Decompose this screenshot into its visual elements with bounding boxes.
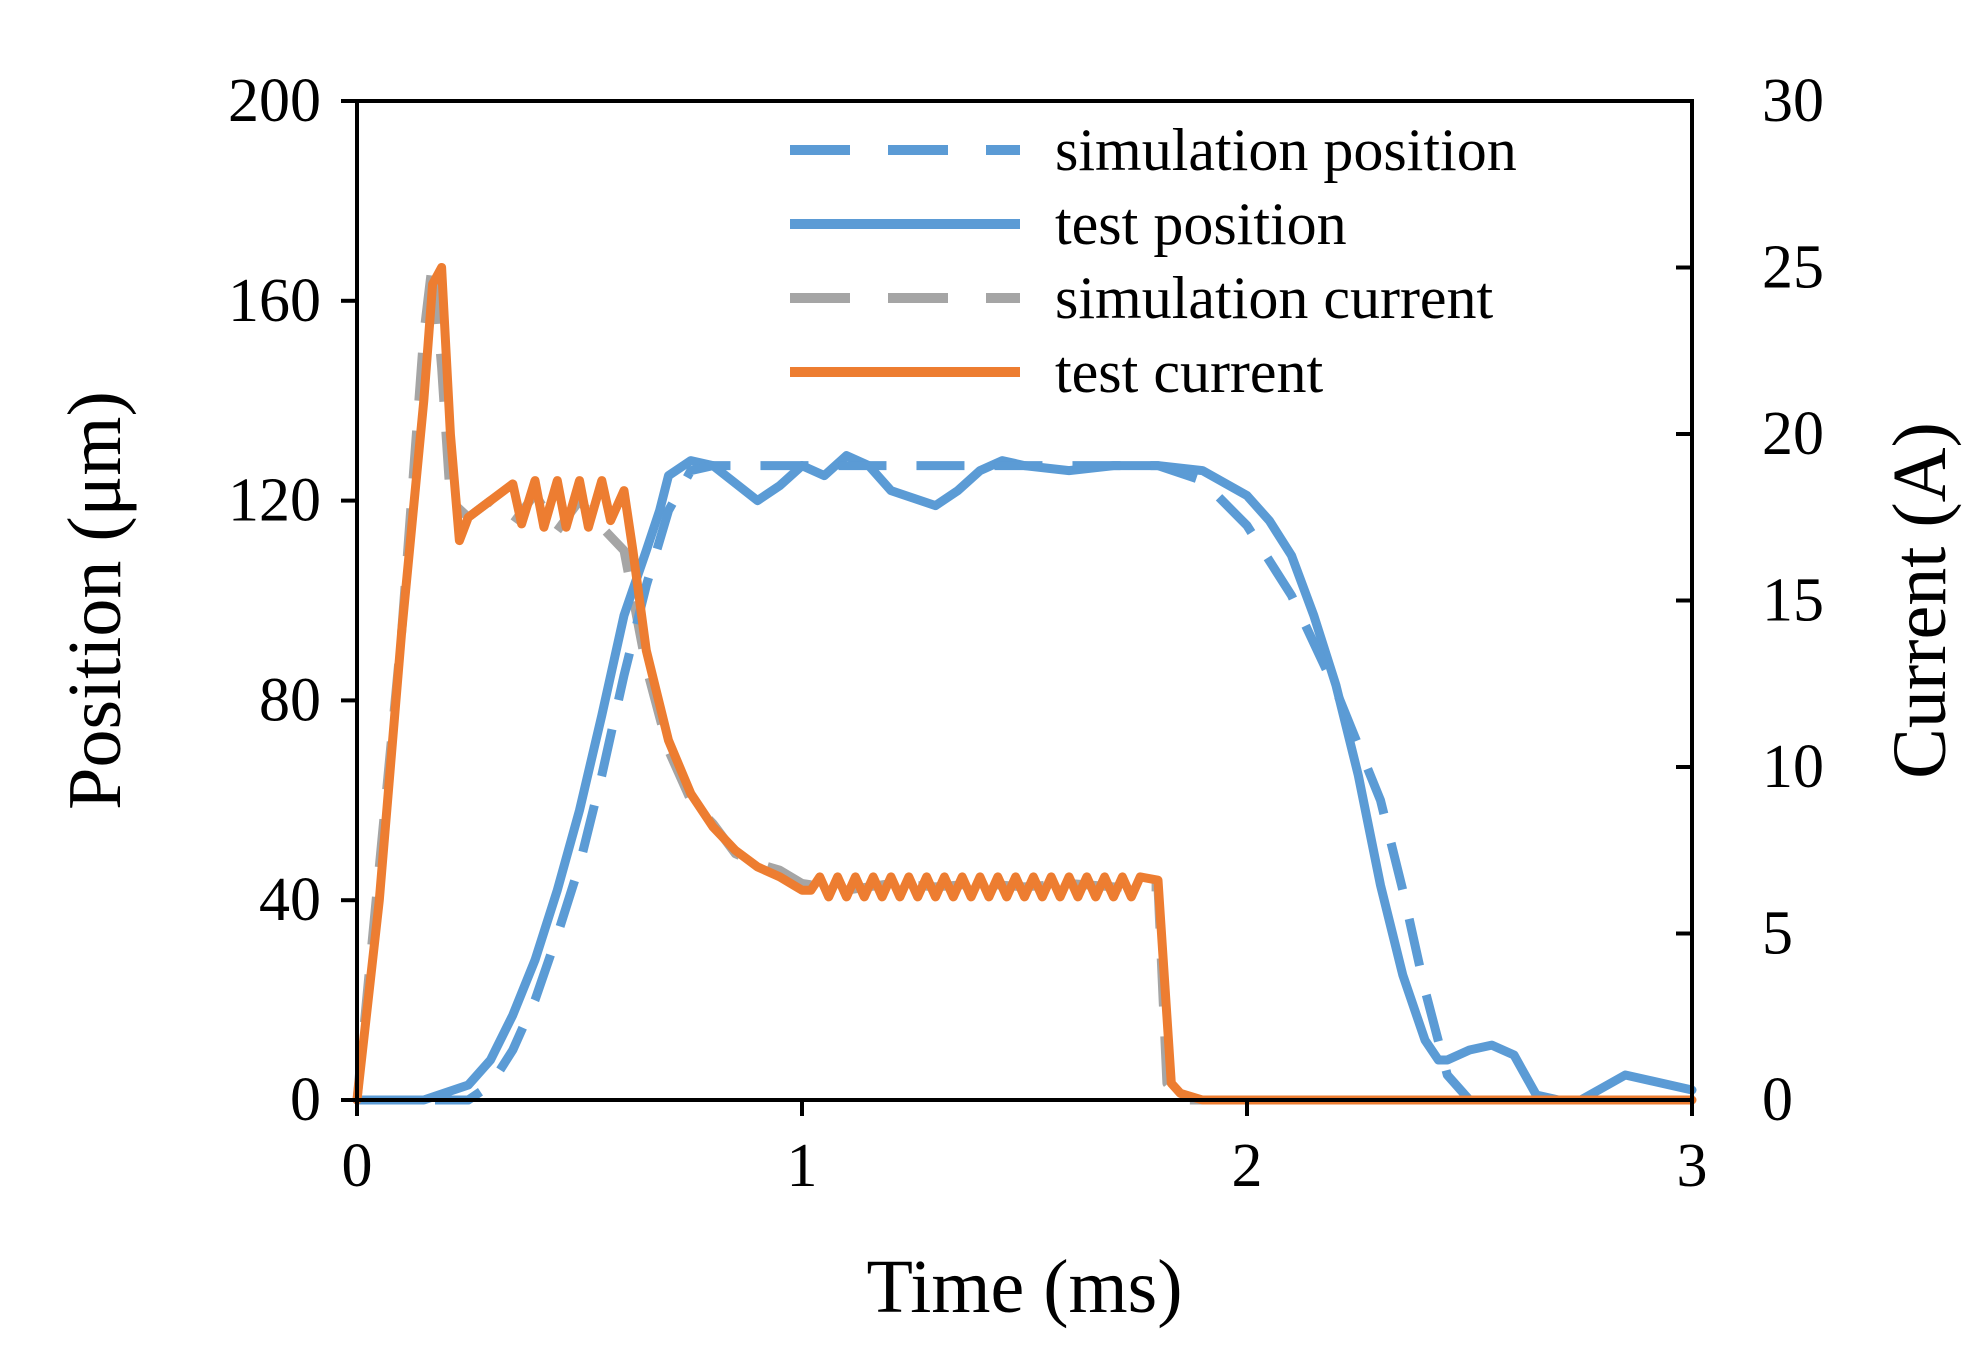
- y2-tick-label: 10: [1762, 733, 1824, 801]
- series-line-test-position: [352, 451, 1697, 1105]
- plot-lines: [352, 256, 1697, 1105]
- y2-tick-label: 5: [1762, 900, 1793, 968]
- legend-label-test-current: test current: [1055, 339, 1324, 405]
- y2-tick-label: 0: [1762, 1066, 1793, 1134]
- y2-axis-title: Current (A): [1878, 422, 1962, 779]
- y-tick-label: 40: [259, 866, 321, 934]
- series-line-simulation-current: [352, 256, 1692, 1105]
- x-tick-label: 1: [787, 1132, 818, 1200]
- y2-tick-label: 25: [1762, 234, 1824, 302]
- x-tick-label: 3: [1677, 1132, 1708, 1200]
- y2-tick-label: 15: [1762, 567, 1824, 635]
- y2-tick-label: 20: [1762, 400, 1824, 468]
- series-line-simulation-position: [357, 461, 1692, 1105]
- y-tick-label: 200: [228, 67, 321, 135]
- y-tick-label: 160: [228, 267, 321, 335]
- x-axis-title: Time (ms): [866, 1245, 1182, 1329]
- legend-label-test-position: test position: [1055, 191, 1347, 257]
- x-tick-label: 0: [342, 1132, 373, 1200]
- plot-area-frame: [355, 99, 1694, 1102]
- series-line-test-current: [352, 263, 1697, 1105]
- legend-label-simulation-current: simulation current: [1055, 265, 1494, 331]
- y-tick-label: 120: [228, 467, 321, 535]
- legend: simulation position test position simula…: [790, 117, 1517, 405]
- legend-label-simulation-position: simulation position: [1055, 117, 1517, 183]
- y-tick-label: 80: [259, 666, 321, 734]
- y-axis-title: Position (μm): [53, 391, 137, 810]
- y2-tick-label: 30: [1762, 67, 1824, 135]
- y-tick-label: 0: [290, 1066, 321, 1134]
- x-tick-label: 2: [1232, 1132, 1263, 1200]
